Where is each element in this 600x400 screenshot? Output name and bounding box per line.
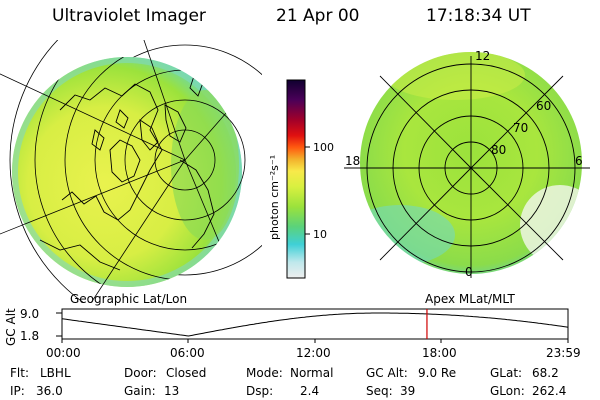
colorbar-tick-10: 10 [313, 228, 327, 241]
gain-label: Gain: [124, 384, 156, 398]
geo-panel-label: Geographic Lat/Lon [70, 292, 187, 306]
time-label: 17:18:34 UT [426, 6, 531, 26]
mlat-label-80: 80 [491, 143, 506, 157]
mlt-label-12: 12 [475, 49, 490, 63]
altitude-plot: 9.0 1.8 GC Alt 00:00 06:00 12:00 18:00 2… [4, 307, 581, 360]
glon-label: GLon: [490, 384, 525, 398]
door-value: Closed [166, 366, 207, 380]
apex-image-panel: 12 18 6 0 60 70 80 [344, 49, 590, 279]
alt-xtick-1800: 18:00 [422, 346, 457, 360]
geographic-image-panel [0, 40, 262, 302]
mlt-label-18: 18 [345, 154, 360, 168]
colorbar: 100 10 photon cm⁻²s⁻¹ [268, 79, 334, 279]
orbit-altitude-curve [61, 312, 569, 337]
instrument-title: Ultraviolet Imager [52, 6, 206, 26]
gain-value: 13 [164, 384, 180, 398]
seq-label: Seq: [366, 384, 393, 398]
mode-value: Normal [290, 366, 334, 380]
apex-mlat-mlt-grid [344, 56, 590, 278]
alt-xtick-0600: 06:00 [170, 346, 205, 360]
glat-value: 68.2 [532, 366, 559, 380]
altitude-plot-frame [61, 308, 569, 340]
colorbar-unit-label: photon cm⁻²s⁻¹ [268, 155, 281, 240]
mlt-label-0: 0 [465, 265, 473, 279]
flt-value: LBHL [40, 366, 71, 380]
alt-ylabel: GC Alt [4, 308, 18, 346]
alt-ytick-9: 9.0 [20, 307, 39, 321]
ip-label: IP: [10, 384, 25, 398]
flt-label: Flt: [10, 366, 29, 380]
glat-label: GLat: [490, 366, 523, 380]
alt-xtick-0000: 00:00 [46, 346, 81, 360]
gcalt-value: 9.0 Re [418, 366, 457, 380]
alt-ytick-1-8: 1.8 [20, 329, 39, 343]
apex-panel-label: Apex MLat/MLT [425, 292, 515, 306]
mlat-label-70: 70 [513, 121, 528, 135]
glon-value: 262.4 [532, 384, 567, 398]
door-label: Door: [124, 366, 157, 380]
ip-value: 36.0 [36, 384, 63, 398]
seq-value: 39 [400, 384, 416, 398]
mlat-label-60: 60 [536, 99, 551, 113]
alt-xtick-2359: 23:59 [546, 346, 581, 360]
gcalt-label: GC Alt: [366, 366, 408, 380]
mlt-label-6: 6 [575, 154, 583, 168]
date-label: 21 Apr 00 [276, 6, 360, 26]
dsp-label: Dsp: [246, 384, 274, 398]
alt-xtick-1200: 12:00 [296, 346, 331, 360]
mode-label: Mode: [246, 366, 283, 380]
dsp-value: 2.4 [300, 384, 320, 398]
colorbar-tick-100: 100 [313, 141, 334, 154]
